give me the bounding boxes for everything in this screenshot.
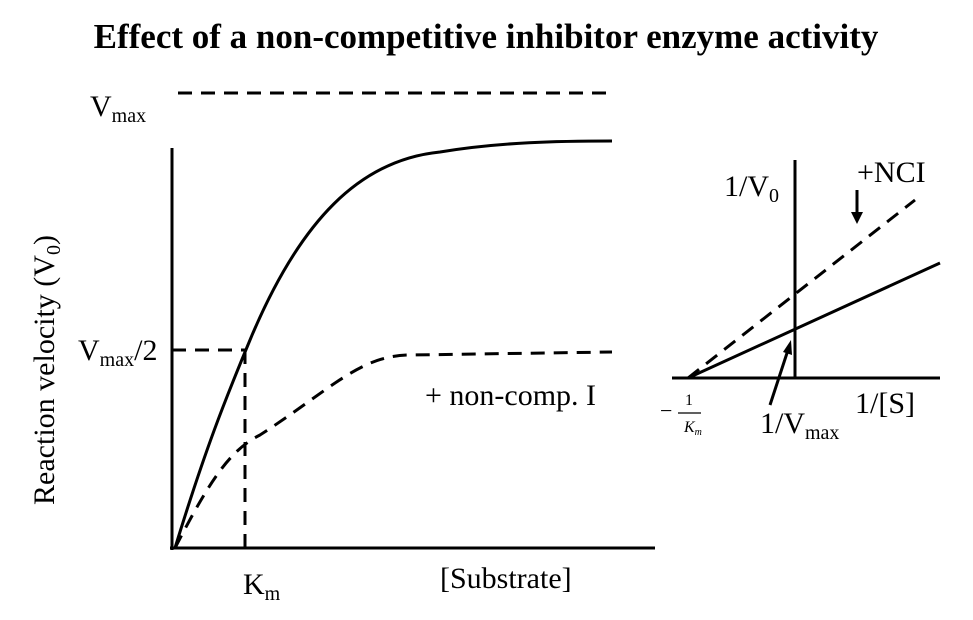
- label-main: V: [90, 90, 112, 123]
- y-axis-label: Reaction velocity (V0): [28, 235, 65, 505]
- lineweaver-burk-plot: 1/V0 +NCI 1/[S] 1/Vmax − 1 Km: [660, 156, 941, 444]
- label-main: 1/V: [760, 407, 805, 440]
- half-vmax-label: Vmax/2: [78, 334, 157, 371]
- label-suffix: /2: [134, 334, 157, 367]
- arrow-head: [783, 340, 792, 355]
- label-sub: 0: [43, 245, 65, 255]
- uninhibited-line: [687, 261, 941, 380]
- y-intercept-label: 1/Vmax: [760, 407, 839, 444]
- x-intercept-sign: −: [660, 398, 672, 423]
- inhibited-label: + non-comp. I: [425, 379, 596, 412]
- km-label: Km: [243, 568, 281, 605]
- x-axis-label: 1/[S]: [855, 387, 915, 420]
- label-suffix: ): [28, 235, 61, 245]
- inhibited-label: +NCI: [857, 156, 926, 189]
- arrow-head: [851, 212, 863, 224]
- label-main: K: [683, 419, 696, 436]
- label-main: 1/V: [724, 170, 769, 203]
- label-sub: m: [265, 583, 281, 605]
- x-axis-label: [Substrate]: [440, 562, 572, 595]
- label-main: K: [243, 568, 265, 601]
- inhibited-line: [687, 198, 916, 380]
- label-main: V: [78, 334, 100, 367]
- y-axis-label: 1/V0: [724, 170, 779, 207]
- vmax-label: Vmax: [90, 90, 146, 127]
- label-main: Reaction velocity (V: [28, 255, 61, 505]
- label-sub: 0: [769, 185, 779, 207]
- uninhibited-curve: [173, 139, 613, 549]
- label-sub: max: [112, 105, 146, 127]
- arrow: [768, 349, 790, 406]
- michaelis-menten-plot: Vmax Vmax/2 Reaction velocity (V0) Km [S…: [28, 90, 655, 605]
- title: Effect of a non-competitive inhibitor en…: [94, 17, 879, 56]
- x-intercept-numerator: 1: [685, 392, 693, 409]
- x-intercept-denominator: Km: [683, 419, 702, 438]
- label-sub: max: [805, 422, 839, 444]
- inhibited-curve: [173, 350, 613, 549]
- label-sub: m: [695, 427, 702, 438]
- label-sub: max: [100, 349, 134, 371]
